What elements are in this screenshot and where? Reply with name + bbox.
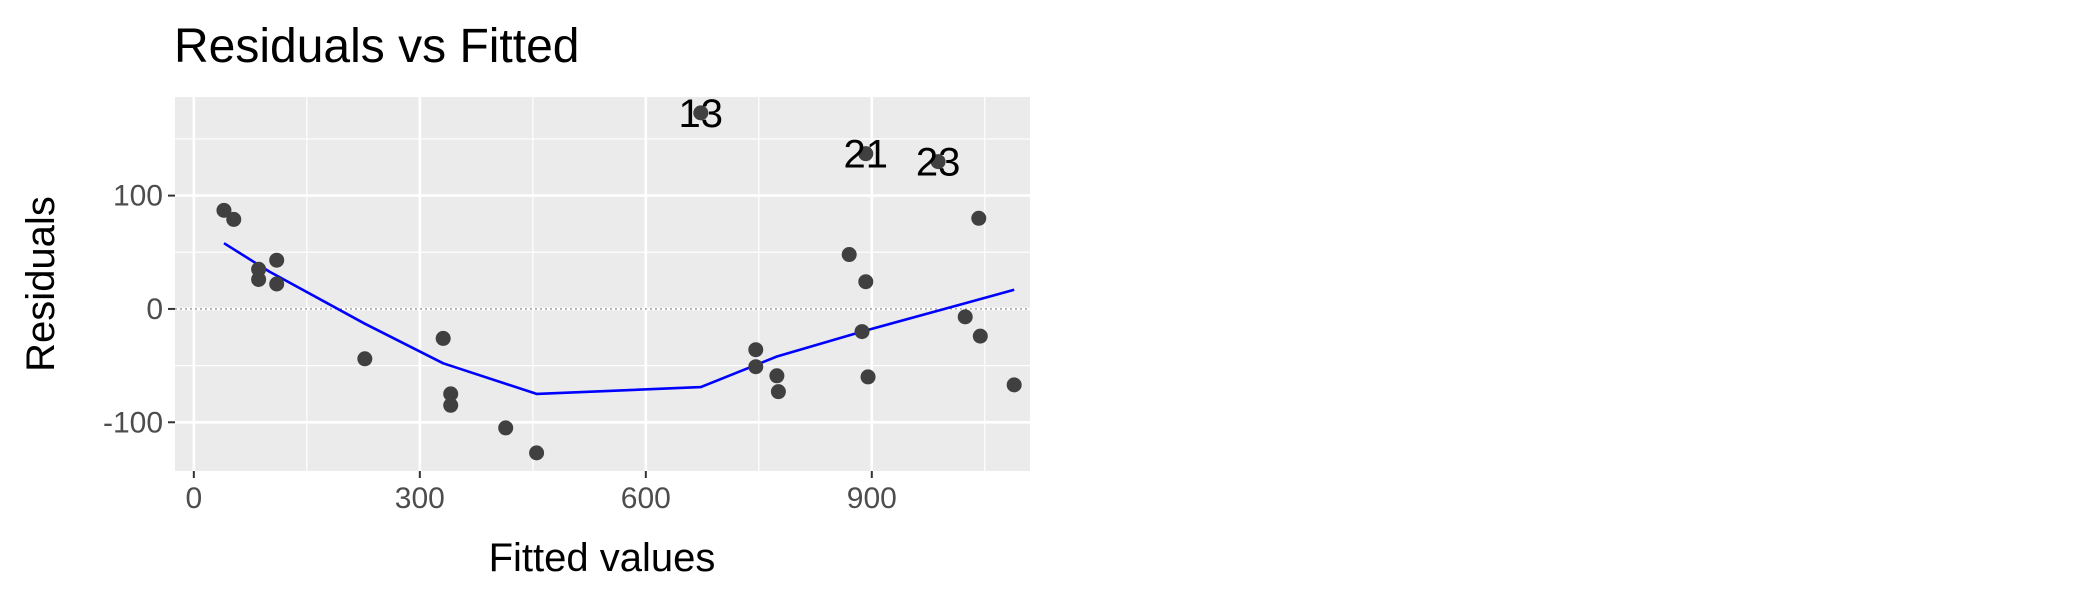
data-point	[858, 146, 874, 162]
smooth-line-group	[223, 242, 1015, 396]
data-point	[226, 211, 242, 227]
x-tick-label: 300	[395, 482, 445, 515]
point-label: 21	[844, 133, 889, 177]
point-label: 13	[679, 92, 724, 136]
data-point	[269, 252, 285, 268]
smooth-line	[223, 242, 1015, 396]
grid-major	[175, 97, 1030, 471]
data-point	[498, 420, 514, 436]
y-tick-label: 100	[113, 180, 163, 213]
x-tick-label: 0	[185, 482, 202, 515]
y-tick-label: 0	[146, 293, 163, 326]
data-point	[1006, 377, 1022, 393]
data-point	[529, 445, 545, 461]
data-point	[971, 210, 987, 226]
chart-title: Residuals vs Fitted	[174, 20, 580, 73]
grid-minor	[175, 97, 1030, 471]
x-axis-title: Fitted values	[489, 536, 716, 580]
data-point	[443, 386, 459, 402]
x-tick-label: 600	[621, 482, 671, 515]
data-point	[748, 359, 764, 375]
data-point	[769, 368, 785, 384]
y-axis: -100 0 100	[103, 180, 175, 439]
data-point	[858, 274, 874, 290]
x-tick-label: 900	[847, 482, 897, 515]
y-tick-label: -100	[103, 406, 163, 439]
point-label: 23	[916, 141, 961, 185]
data-point	[269, 276, 285, 292]
y-axis-title: Residuals	[19, 196, 63, 372]
plot-panel	[175, 97, 1030, 471]
data-point	[251, 271, 267, 287]
data-point	[770, 384, 786, 400]
data-point	[435, 330, 451, 346]
data-point	[216, 202, 232, 218]
data-point	[357, 351, 373, 367]
data-point	[860, 369, 876, 385]
data-points	[216, 105, 1022, 461]
data-point	[854, 324, 870, 340]
data-point	[693, 105, 709, 121]
data-point	[930, 154, 946, 170]
data-point	[748, 342, 764, 358]
data-point	[841, 247, 857, 263]
data-point	[443, 397, 459, 413]
data-point	[957, 309, 973, 325]
data-point	[972, 328, 988, 344]
point-labels: 13 21 23	[679, 92, 961, 185]
x-axis: 0 300 600 900	[185, 471, 897, 515]
